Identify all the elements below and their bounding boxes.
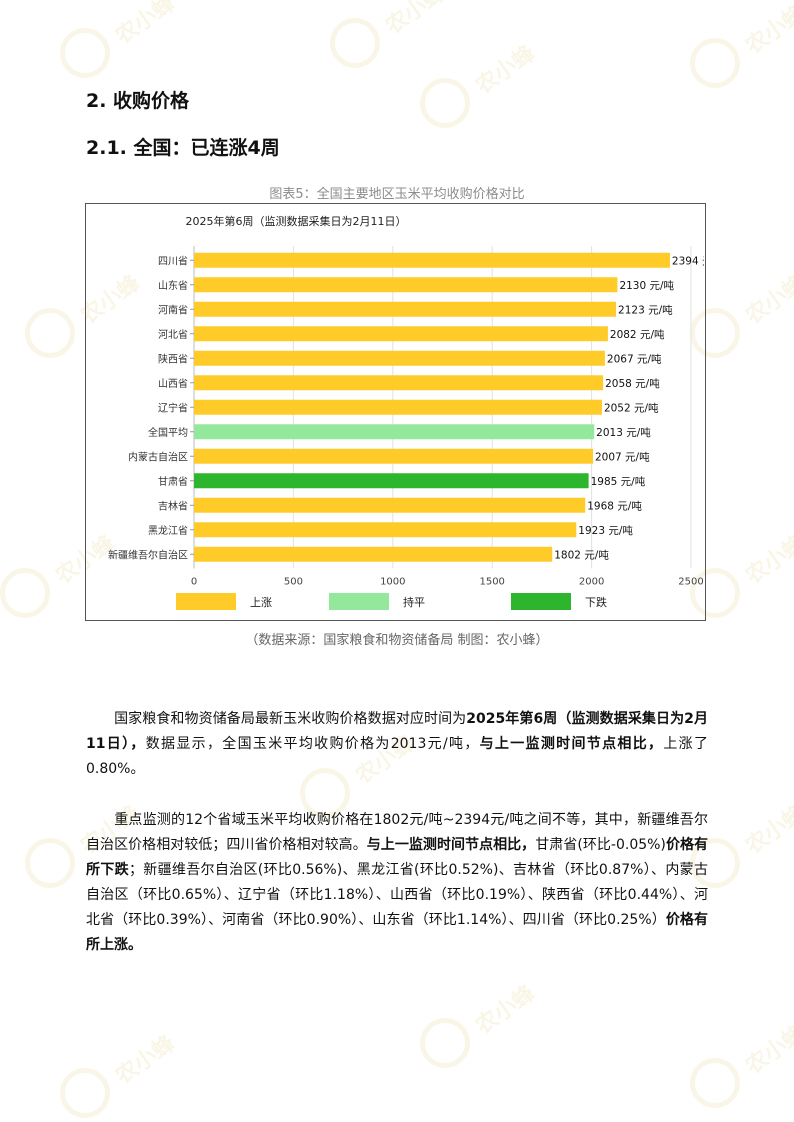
data-label: 2058 元/吨 xyxy=(605,377,660,390)
bee-logo-icon xyxy=(25,838,75,888)
bar xyxy=(194,252,670,268)
bee-logo-icon xyxy=(25,308,75,358)
legend-label: 上涨 xyxy=(250,596,272,609)
data-label: 2013 元/吨 xyxy=(596,426,651,439)
p1-bold-2: 与上一监测时间节点相比， xyxy=(479,736,664,752)
legend-label: 持平 xyxy=(403,595,425,609)
watermark: 农小蜂 xyxy=(420,981,540,1070)
p2-text-3: ；新疆维吾尔自治区(环比0.56%)、黑龙江省(环比0.52%)、吉林省（环比0… xyxy=(86,862,708,928)
data-label: 2123 元/吨 xyxy=(618,303,673,316)
bee-logo-icon xyxy=(60,1068,110,1118)
category-label: 河北省 xyxy=(158,328,188,341)
bar xyxy=(194,277,618,293)
watermark: 农小蜂 xyxy=(60,0,180,80)
data-label: 2007 元/吨 xyxy=(595,450,650,463)
bar xyxy=(194,546,553,562)
bee-logo-icon xyxy=(420,78,470,128)
bar xyxy=(194,375,604,391)
bee-logo-icon xyxy=(0,568,50,618)
x-tick-label: 0 xyxy=(191,577,197,588)
legend-swatch xyxy=(511,593,571,610)
category-label: 内蒙古自治区 xyxy=(128,450,188,463)
watermark-text: 农小蜂 xyxy=(111,1031,180,1090)
chart-title: 2025年第6周（监测数据采集日为2月11日） xyxy=(186,214,407,228)
p1-text-1: 国家粮食和物资储备局最新玉米收购价格数据对应时间为 xyxy=(114,711,467,727)
paragraph-province-prices: 重点监测的12个省域玉米平均收购价格在1802元/吨~2394元/吨之间不等，其… xyxy=(86,808,708,958)
subsection-heading: 2.1. 全国：已连涨4周 xyxy=(86,137,280,159)
p2-text-2: 甘肃省(环比-0.05%) xyxy=(535,837,666,853)
chart-frame: 2025年第6周（监测数据采集日为2月11日） 0 500 1000 1500 2000 2… xyxy=(85,203,706,621)
watermark-text: 农小蜂 xyxy=(741,1,794,60)
p2-bold-3: 价格有所上涨。 xyxy=(86,912,708,953)
p2-bold-1: 与上一监测时间节点相比， xyxy=(366,837,536,853)
section-heading: 2. 收购价格 xyxy=(86,90,190,112)
category-label: 全国平均 xyxy=(148,426,188,439)
bee-logo-icon xyxy=(330,18,380,68)
bar xyxy=(194,497,586,513)
watermark: 农小蜂 xyxy=(690,1,794,90)
watermark-text: 农小蜂 xyxy=(741,1021,794,1080)
category-label: 陕西省 xyxy=(158,352,188,365)
p2-text-1: 重点监测的12个省域玉米平均收购价格在1802元/吨~2394元/吨之间不等，其… xyxy=(86,812,708,853)
data-label: 2130 元/吨 xyxy=(619,279,674,292)
legend-label: 下跌 xyxy=(585,595,607,609)
watermark-text: 农小蜂 xyxy=(741,531,794,590)
watermark: 农小蜂 xyxy=(60,1031,180,1120)
bar xyxy=(194,522,577,538)
x-tick-label: 2500 xyxy=(678,577,703,588)
watermark-text: 农小蜂 xyxy=(471,981,540,1040)
bar xyxy=(194,301,617,317)
data-label: 2052 元/吨 xyxy=(604,401,659,414)
category-label: 山东省 xyxy=(158,279,188,292)
watermark-text: 农小蜂 xyxy=(381,0,450,40)
category-label: 辽宁省 xyxy=(158,401,188,414)
legend-swatch xyxy=(329,593,389,610)
category-label: 黑龙江省 xyxy=(148,524,188,537)
p2-bold-2: 价格有所下跌 xyxy=(86,837,709,878)
watermark: 农小蜂 xyxy=(330,0,450,70)
data-label: 2082 元/吨 xyxy=(610,328,665,341)
bar xyxy=(194,326,608,342)
data-label: 1968 元/吨 xyxy=(587,499,642,512)
bar xyxy=(194,473,589,489)
p1-text-2: 数据显示，全国玉米平均收购价格为2013元/吨， xyxy=(145,736,480,752)
p1-text-3: 上涨了0.80%。 xyxy=(86,736,708,777)
category-label: 河南省 xyxy=(158,303,188,316)
watermark-text: 农小蜂 xyxy=(741,801,794,860)
x-tick-label: 500 xyxy=(284,577,303,588)
bar xyxy=(194,424,595,440)
bar xyxy=(194,350,605,366)
category-label: 吉林省 xyxy=(158,499,188,512)
bar-chart: 2025年第6周（监测数据采集日为2月11日） 0 500 1000 1500 2000 2… xyxy=(108,214,704,610)
chart-source: （数据来源：国家粮食和物资储备局 制图：农小蜂） xyxy=(245,633,549,648)
category-label: 四川省 xyxy=(158,254,188,267)
x-tick-label: 1000 xyxy=(380,577,405,588)
data-label: 1802 元/吨 xyxy=(554,548,609,561)
bee-logo-icon xyxy=(690,1058,740,1108)
bee-logo-icon xyxy=(420,1018,470,1068)
category-label: 山西省 xyxy=(158,377,188,390)
category-label: 新疆维吾尔自治区 xyxy=(108,548,188,561)
category-label: 甘肃省 xyxy=(158,475,188,488)
watermark-text: 农小蜂 xyxy=(471,41,540,100)
bar xyxy=(194,448,593,464)
watermark-text: 农小蜂 xyxy=(741,271,794,330)
bar xyxy=(194,399,602,415)
x-tick-label: 1500 xyxy=(479,577,504,588)
paragraph-national-price: 国家粮食和物资储备局最新玉米收购价格数据对应时间为2025年第6周（监测数据采集… xyxy=(86,707,708,782)
bee-logo-icon xyxy=(60,28,110,78)
data-label: 2394 元/吨 xyxy=(672,254,704,267)
watermark: 农小蜂 xyxy=(420,41,540,130)
p1-bold-1: 2025年第6周（监测数据采集日为2月11日）， xyxy=(86,711,708,752)
data-label: 1923 元/吨 xyxy=(578,524,633,537)
data-label: 1985 元/吨 xyxy=(591,475,646,488)
chart-caption: 图表5：全国主要地区玉米平均收购价格对比 xyxy=(269,187,525,202)
data-label: 2067 元/吨 xyxy=(607,352,662,365)
watermark-text: 农小蜂 xyxy=(111,0,180,50)
x-tick-label: 2000 xyxy=(579,577,604,588)
bee-logo-icon xyxy=(690,38,740,88)
legend-swatch xyxy=(176,593,236,610)
watermark: 农小蜂 xyxy=(690,1021,794,1110)
